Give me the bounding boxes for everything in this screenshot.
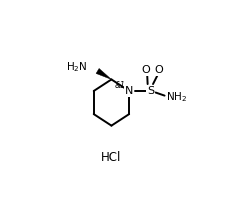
Text: O: O <box>154 65 163 75</box>
Polygon shape <box>96 68 111 79</box>
Text: O: O <box>142 65 150 75</box>
Text: &1: &1 <box>115 81 126 90</box>
Text: HCl: HCl <box>101 151 122 164</box>
Text: NH$_2$: NH$_2$ <box>166 90 187 104</box>
Text: S: S <box>147 86 154 96</box>
Text: H$_2$N: H$_2$N <box>66 60 88 74</box>
Text: N: N <box>125 86 133 96</box>
